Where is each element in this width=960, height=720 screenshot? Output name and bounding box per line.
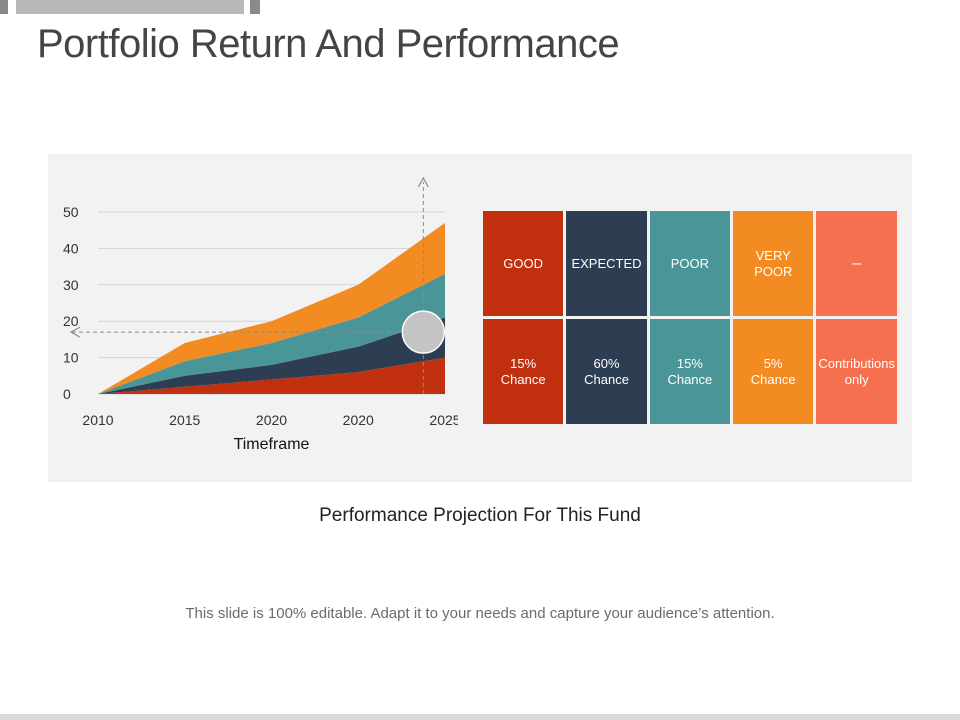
area-series-4 (98, 222, 445, 394)
top-accent-bar-right (250, 0, 260, 14)
x-tick-label: 2015 (169, 412, 200, 428)
area-series-3 (98, 273, 445, 394)
content-panel (48, 154, 912, 482)
x-tick-label: 2010 (82, 412, 113, 428)
scenario-label-very-poor: VERY POOR (733, 211, 814, 316)
y-tick-label: 0 (63, 386, 71, 402)
scenario-label-poor: POOR (649, 211, 731, 316)
y-tick-label: 40 (63, 240, 79, 256)
scenario-chance-poor: 15% Chance (649, 319, 731, 424)
area-series-2 (98, 317, 445, 394)
scenario-label-expected: EXPECTED (566, 211, 647, 316)
stacked-area-chart: 0 10 20 30 40 50 2010 2015 2020 2020 2025 Timeframe (63, 176, 458, 453)
y-tick-label: 20 (63, 313, 79, 329)
x-tick-label: 2020 (343, 412, 374, 428)
bottom-accent-bar (0, 714, 960, 720)
crosshair-up-arrow-icon (417, 176, 429, 188)
x-tick-label: 2020 (256, 412, 287, 428)
y-tick-label: 50 (63, 204, 79, 220)
scenario-label-contributions: – (816, 211, 897, 316)
top-accent-bar-left (0, 0, 8, 14)
scenario-label-good: GOOD (483, 211, 564, 316)
x-axis-title: Timeframe (234, 436, 310, 453)
y-tick-label: 10 (63, 350, 79, 366)
footer-note: This slide is 100% editable. Adapt it to… (185, 605, 775, 622)
scenario-chance-very-poor: 5% Chance (733, 319, 814, 424)
chart-caption: Performance Projection For This Fund (319, 505, 641, 526)
y-tick-label: 30 (63, 277, 79, 293)
x-tick-label: 2025 (429, 412, 458, 428)
scenario-chance-good: 15% Chance (483, 319, 564, 424)
crosshair-left-arrow-icon (69, 326, 81, 338)
top-accent-bar (16, 0, 244, 14)
slide-title: Portfolio Return And Performance (37, 22, 620, 66)
scenario-grid: GOOD EXPECTED POOR VERY POOR – 15% Chanc… (483, 211, 897, 424)
scenario-chance-contributions: Contributions only (816, 319, 897, 424)
crosshair-marker-circle (401, 310, 446, 354)
scenario-chance-expected: 60% Chance (566, 319, 647, 424)
area-series-1 (98, 357, 445, 394)
